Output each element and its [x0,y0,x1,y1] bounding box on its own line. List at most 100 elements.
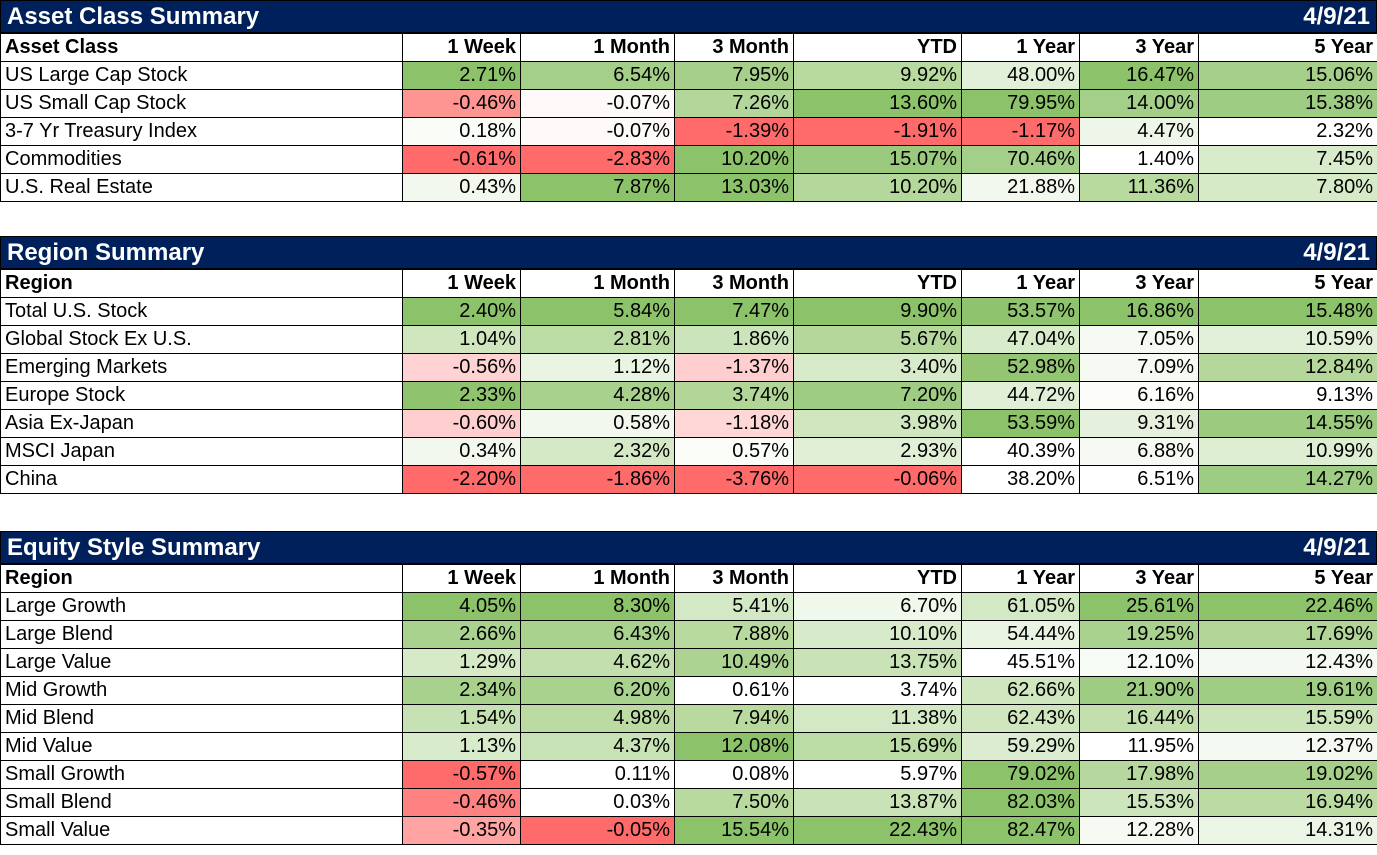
table-row: Mid Blend 1.54% 4.98% 7.94% 11.38% 62.43% 16.4… [0,704,1377,733]
column-header: YTD [793,564,962,593]
table-row: US Large Cap Stock 2.71% 6.54% 7.95% 9.92% 48… [0,61,1377,90]
return-cell: 14.31% [1198,816,1377,845]
column-header: 1 Year [961,564,1080,593]
table-row: Emerging Markets -0.56% 1.12% -1.37% 3.40% 52… [0,353,1377,382]
return-cell: 13.75% [793,648,962,677]
return-cell: 52.98% [961,353,1080,382]
table-row: Large Value 1.29% 4.62% 10.49% 13.75% 45.51% 1… [0,648,1377,677]
return-cell: 7.87% [520,173,675,202]
return-cell: 0.43% [402,173,521,202]
return-cell: -0.05% [520,816,675,845]
return-cell: 13.60% [793,89,962,118]
return-cell: 0.34% [402,437,521,466]
return-cell: 0.57% [674,437,794,466]
row-label: US Large Cap Stock [0,61,403,90]
return-cell: -0.07% [520,117,675,146]
table-row: Large Blend 2.66% 6.43% 7.88% 10.10% 54.44% 19… [0,620,1377,649]
return-cell: -0.60% [402,409,521,438]
column-header-label: Region [0,564,403,593]
return-cell: -0.46% [402,788,521,817]
row-label: Small Value [0,816,403,845]
return-cell: 4.37% [520,732,675,761]
return-cell: -1.91% [793,117,962,146]
region-summary-section: Region Summary 4/9/21 Region 1 Week 1 Mont… [0,236,1377,494]
return-cell: 4.62% [520,648,675,677]
return-cell: 62.66% [961,676,1080,705]
table-row: Global Stock Ex U.S. 1.04% 2.81% 1.86% 5.67%… [0,325,1377,354]
return-cell: 61.05% [961,592,1080,621]
column-header: 1 Week [402,33,521,62]
return-cell: 7.50% [674,788,794,817]
table-row: Small Growth -0.57% 0.11% 0.08% 5.97% 79.02% 1… [0,760,1377,789]
return-cell: 0.18% [402,117,521,146]
return-cell: 25.61% [1079,592,1199,621]
return-cell: 15.07% [793,145,962,174]
column-header: 3 Month [674,269,794,298]
return-cell: 2.33% [402,381,521,410]
return-cell: 19.02% [1198,760,1377,789]
return-cell: 11.36% [1079,173,1199,202]
column-header: 3 Month [674,564,794,593]
return-cell: 53.57% [961,297,1080,326]
return-cell: 0.11% [520,760,675,789]
return-cell: 12.84% [1198,353,1377,382]
return-cell: 5.84% [520,297,675,326]
return-cell: 7.20% [793,381,962,410]
return-cell: 9.13% [1198,381,1377,410]
return-cell: 7.95% [674,61,794,90]
return-cell: 79.02% [961,760,1080,789]
return-cell: 15.38% [1198,89,1377,118]
return-cell: 16.47% [1079,61,1199,90]
return-cell: 7.94% [674,704,794,733]
return-cell: 4.47% [1079,117,1199,146]
row-label: Mid Growth [0,676,403,705]
return-cell: 44.72% [961,381,1080,410]
return-cell: 4.05% [402,592,521,621]
return-cell: 62.43% [961,704,1080,733]
summary-table: Region 1 Week 1 Month 3 Month YTD 1 Year 3 Yea… [0,269,1377,494]
return-cell: 11.95% [1079,732,1199,761]
table-header-row: Region 1 Week 1 Month 3 Month YTD 1 Year 3 Yea… [0,564,1377,593]
return-cell: 53.59% [961,409,1080,438]
return-cell: 70.46% [961,145,1080,174]
return-cell: 22.46% [1198,592,1377,621]
table-header-row: Region 1 Week 1 Month 3 Month YTD 1 Year 3 Yea… [0,269,1377,298]
table-row: China -2.20% -1.86% -3.76% -0.06% 38.20% 6.51%… [0,465,1377,494]
return-cell: 79.95% [961,89,1080,118]
return-cell: 22.43% [793,816,962,845]
column-header-label: Asset Class [0,33,403,62]
return-cell: 7.45% [1198,145,1377,174]
table-row: Europe Stock 2.33% 4.28% 3.74% 7.20% 44.72% 6.… [0,381,1377,410]
return-cell: 82.03% [961,788,1080,817]
column-header: 3 Year [1079,564,1199,593]
return-cell: 10.10% [793,620,962,649]
return-cell: 13.03% [674,173,794,202]
return-cell: -1.18% [674,409,794,438]
return-cell: 2.32% [520,437,675,466]
return-cell: 0.03% [520,788,675,817]
column-header: 1 Week [402,564,521,593]
column-header: 1 Year [961,269,1080,298]
return-cell: 6.51% [1079,465,1199,494]
table-header-row: Asset Class 1 Week 1 Month 3 Month YTD 1 Year… [0,33,1377,62]
row-label: US Small Cap Stock [0,89,403,118]
return-cell: 3.98% [793,409,962,438]
return-cell: -0.57% [402,760,521,789]
return-cell: -0.07% [520,89,675,118]
column-header: 5 Year [1198,564,1377,593]
return-cell: 3.40% [793,353,962,382]
table-row: US Small Cap Stock -0.46% -0.07% 7.26% 13.60… [0,89,1377,118]
return-cell: 7.88% [674,620,794,649]
return-cell: 38.20% [961,465,1080,494]
return-cell: 12.43% [1198,648,1377,677]
return-cell: 12.37% [1198,732,1377,761]
table-row: Commodities -0.61% -2.83% 10.20% 15.07% 70.46… [0,145,1377,174]
return-cell: -1.17% [961,117,1080,146]
return-cell: 6.88% [1079,437,1199,466]
return-cell: 19.25% [1079,620,1199,649]
row-label: Europe Stock [0,381,403,410]
return-cell: 5.41% [674,592,794,621]
table-row: Asia Ex-Japan -0.60% 0.58% -1.18% 3.98% 53.59… [0,409,1377,438]
return-cell: -0.56% [402,353,521,382]
return-cell: 17.98% [1079,760,1199,789]
